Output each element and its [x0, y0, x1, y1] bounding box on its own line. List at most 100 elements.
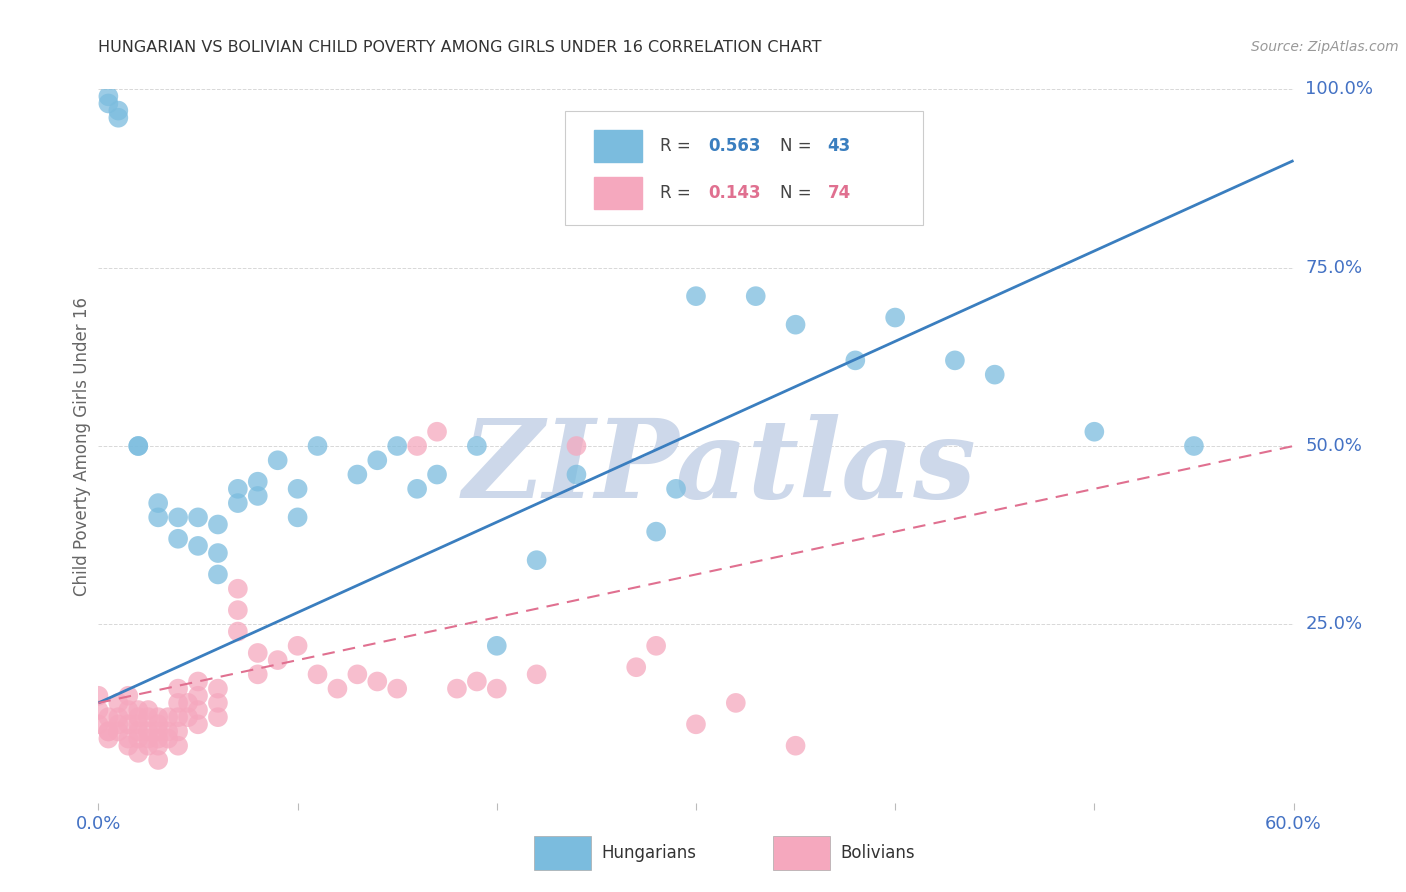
Point — [117, 717, 139, 731]
Point — [366, 674, 388, 689]
Point — [167, 696, 190, 710]
Point — [485, 681, 508, 696]
Point — [127, 703, 149, 717]
Point — [177, 710, 200, 724]
Point — [246, 475, 269, 489]
Text: N =: N = — [779, 136, 817, 154]
Point — [107, 696, 129, 710]
Point — [526, 553, 548, 567]
Text: 100.0%: 100.0% — [1305, 80, 1374, 98]
Point — [246, 667, 269, 681]
Point — [187, 539, 209, 553]
Point — [167, 724, 190, 739]
Point — [148, 510, 170, 524]
Point — [97, 89, 120, 103]
Point — [187, 510, 209, 524]
Point — [207, 546, 229, 560]
Point — [136, 739, 159, 753]
Point — [785, 739, 807, 753]
Point — [148, 753, 170, 767]
Point — [187, 674, 209, 689]
Point — [127, 439, 149, 453]
Point — [226, 582, 249, 596]
Point — [665, 482, 688, 496]
Point — [157, 724, 180, 739]
Point — [136, 731, 159, 746]
Point — [226, 603, 249, 617]
Point — [97, 724, 120, 739]
Point — [107, 710, 129, 724]
Point — [148, 496, 170, 510]
Point — [465, 439, 488, 453]
Point — [136, 710, 159, 724]
Point — [127, 710, 149, 724]
Point — [117, 689, 139, 703]
Point — [148, 717, 170, 731]
Text: Hungarians: Hungarians — [602, 844, 697, 862]
Point — [107, 111, 129, 125]
Point — [406, 439, 429, 453]
Point — [107, 103, 129, 118]
FancyBboxPatch shape — [595, 177, 643, 209]
Point — [426, 425, 449, 439]
Point — [307, 667, 329, 681]
Point — [565, 439, 588, 453]
Point — [167, 739, 190, 753]
Point — [127, 731, 149, 746]
Point — [267, 453, 290, 467]
Text: 75.0%: 75.0% — [1305, 259, 1362, 277]
Point — [207, 710, 229, 724]
Text: Bolivians: Bolivians — [841, 844, 915, 862]
Point — [207, 567, 229, 582]
Point — [167, 681, 190, 696]
Text: R =: R = — [661, 184, 696, 202]
Point — [406, 482, 429, 496]
Point — [385, 681, 409, 696]
Point — [724, 696, 747, 710]
Point — [148, 724, 170, 739]
Point — [167, 510, 190, 524]
Text: 0.143: 0.143 — [709, 184, 761, 202]
Point — [187, 703, 209, 717]
Point — [187, 689, 209, 703]
Point — [287, 482, 309, 496]
Point — [526, 667, 548, 681]
Text: 0.563: 0.563 — [709, 136, 761, 154]
Point — [624, 660, 647, 674]
Point — [983, 368, 1005, 382]
Point — [426, 467, 449, 482]
FancyBboxPatch shape — [595, 129, 643, 161]
Point — [207, 517, 229, 532]
Point — [87, 689, 110, 703]
Point — [326, 681, 349, 696]
Point — [267, 653, 290, 667]
Point — [117, 739, 139, 753]
Text: 43: 43 — [827, 136, 851, 154]
Point — [844, 353, 866, 368]
Point — [148, 739, 170, 753]
Point — [97, 731, 120, 746]
FancyBboxPatch shape — [565, 111, 922, 225]
Text: R =: R = — [661, 136, 696, 154]
Point — [148, 731, 170, 746]
Point — [97, 724, 120, 739]
Point — [127, 746, 149, 760]
Point — [87, 703, 110, 717]
Point — [685, 289, 707, 303]
Text: 74: 74 — [827, 184, 851, 202]
Point — [685, 717, 707, 731]
Point — [207, 681, 229, 696]
Point — [465, 674, 488, 689]
Point — [307, 439, 329, 453]
Point — [127, 724, 149, 739]
Point — [346, 667, 368, 681]
Point — [87, 717, 110, 731]
Point — [385, 439, 409, 453]
Point — [157, 731, 180, 746]
Point — [177, 696, 200, 710]
Point — [446, 681, 468, 696]
Point — [107, 724, 129, 739]
Point — [943, 353, 966, 368]
Point — [187, 717, 209, 731]
Point — [127, 439, 149, 453]
